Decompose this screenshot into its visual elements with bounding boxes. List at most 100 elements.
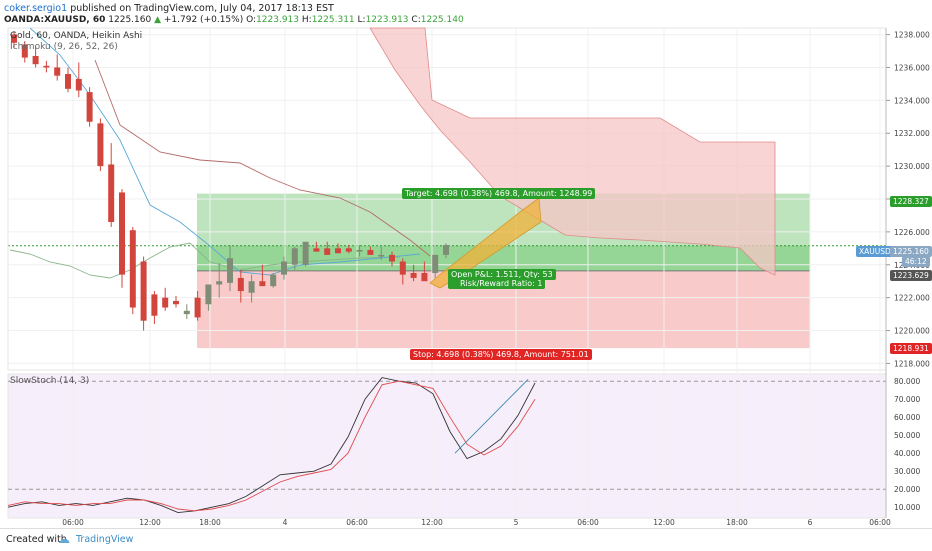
symbol-name: OANDA:XAUUSD, 60 xyxy=(4,15,106,25)
footer: Created with ☁ TradingView xyxy=(0,528,932,551)
candle-body xyxy=(291,248,298,265)
published-text: published on TradingView.com, July 04, 2… xyxy=(70,3,334,14)
last-price: 1225.160 xyxy=(108,15,152,25)
countdown-tag: 46:12 xyxy=(902,256,930,267)
candle-body xyxy=(183,310,190,315)
candle-body xyxy=(302,241,309,265)
x-tick-label: 06:00 xyxy=(62,518,84,527)
stoch-tick-label: 60.000 xyxy=(894,413,920,422)
candle-body xyxy=(97,123,104,167)
ichimoku-cloud xyxy=(369,27,776,276)
candle-body xyxy=(216,281,223,285)
stoch-d-line xyxy=(7,380,536,512)
candle-body xyxy=(410,272,417,278)
candle-body xyxy=(65,74,71,89)
projection-arrow xyxy=(429,197,542,289)
low-label: L: xyxy=(357,15,366,25)
candle-body xyxy=(43,65,50,68)
target-price-tag: 1228.327 xyxy=(890,196,932,207)
candle-body xyxy=(21,44,28,58)
y-tick-label: 1232.000 xyxy=(894,129,930,138)
candle-body xyxy=(378,254,385,257)
author-link[interactable]: coker.sergio1 xyxy=(4,3,68,14)
x-tick-label: 6 xyxy=(808,518,813,527)
y-tick-label: 1226.000 xyxy=(894,228,930,237)
symbol-line: OANDA:XAUUSD, 60 1225.160 ▲ +1.792 (+0.1… xyxy=(4,15,464,25)
candle-body xyxy=(108,164,115,223)
y-tick-label: 1236.000 xyxy=(894,63,930,72)
stoch-tick-label: 10.000 xyxy=(894,503,920,512)
publish-line: coker.sergio1 published on TradingView.c… xyxy=(4,3,334,14)
ichimoku-legend[interactable]: Ichimoku (9, 26, 52, 26) xyxy=(10,42,118,52)
y-tick-label: 1234.000 xyxy=(894,96,930,105)
kijun-line xyxy=(94,59,431,257)
stochastic-panel xyxy=(7,377,536,514)
x-tick-label: 06:00 xyxy=(577,518,599,527)
chikou-line xyxy=(9,242,401,279)
x-tick-label: 12:00 xyxy=(139,518,161,527)
candle-body xyxy=(399,261,406,275)
stoch-panel-frame xyxy=(7,373,887,519)
price-change: +1.792 (+0.15%) xyxy=(163,15,244,25)
candle-body xyxy=(421,272,428,282)
candle-body xyxy=(345,248,352,252)
candle-body xyxy=(11,34,17,43)
candle-body xyxy=(324,248,331,255)
projection-band xyxy=(429,197,542,289)
up-arrow-icon: ▲ xyxy=(154,15,162,25)
candle-body xyxy=(75,78,82,91)
stop-price-tag: 1218.931 xyxy=(890,343,932,354)
tradingview-brand[interactable]: TradingView xyxy=(76,534,134,545)
candle-body xyxy=(173,300,179,305)
stoch-projection-line xyxy=(454,379,529,454)
x-tick-label: 06:00 xyxy=(869,518,891,527)
candle-body xyxy=(248,281,255,293)
stoch-legend[interactable]: SlowStoch (14, 3) xyxy=(10,376,90,386)
candle-body xyxy=(259,281,266,287)
stoch-tick-label: 80.000 xyxy=(894,377,920,386)
stoch-k-line xyxy=(7,377,536,514)
risk-reward-label[interactable]: Risk/Reward Ratio: 1 xyxy=(448,278,546,289)
stoch-tick-label: 40.000 xyxy=(894,449,920,458)
candle-body xyxy=(86,92,93,122)
candle-body xyxy=(227,258,233,283)
stoch-tick-label: 20.000 xyxy=(894,485,920,494)
candle-body xyxy=(389,254,395,262)
stoch-tick-label: 30.000 xyxy=(894,467,920,476)
open-pnl-label[interactable]: Open P&L: 1.511, Qty: 53 xyxy=(448,269,556,280)
candle-body xyxy=(151,294,158,316)
candle-body xyxy=(129,230,136,308)
open-pnl-zone xyxy=(197,245,810,271)
close-value: 1225.140 xyxy=(420,15,464,25)
high-label: H: xyxy=(301,15,312,25)
entry-price-tag: 1223.629 xyxy=(890,270,932,281)
candle-body xyxy=(270,274,277,287)
candle-body xyxy=(443,245,449,255)
y-tick-label: 1230.000 xyxy=(894,162,930,171)
stoch-tick-label: 70.000 xyxy=(894,395,920,404)
x-tick-label: 18:00 xyxy=(199,518,221,527)
candles xyxy=(11,31,449,331)
candle-body xyxy=(194,297,201,318)
stoch-tick-label: 50.000 xyxy=(894,431,920,440)
high-value: 1225.311 xyxy=(311,15,355,25)
open-label: O: xyxy=(246,15,257,25)
candle-body xyxy=(54,67,61,76)
target-label[interactable]: Target: 4.698 (0.38%) 469.8, Amount: 124… xyxy=(402,188,596,199)
main-legend[interactable]: Gold, 60, OANDA, Heikin Ashi xyxy=(10,31,143,41)
candle-body xyxy=(237,277,244,292)
candle-body xyxy=(356,249,363,252)
candle-body xyxy=(32,55,39,65)
stop-label[interactable]: Stop: 4.698 (0.38%) 469.8, Amount: 751.0… xyxy=(410,349,592,360)
y-tick-label: 1238.000 xyxy=(894,31,930,40)
open-value: 1223.913 xyxy=(256,15,300,25)
chart-canvas[interactable]: 1218.0001220.0001222.0001224.0001226.000… xyxy=(0,0,932,528)
y-tick-label: 1222.000 xyxy=(894,294,930,303)
candle-body xyxy=(313,248,320,252)
candle-body xyxy=(281,261,287,275)
candle-body xyxy=(119,192,125,275)
candle-body xyxy=(140,261,147,321)
grid-lines xyxy=(7,27,887,519)
candle-body xyxy=(162,297,169,308)
low-value: 1223.913 xyxy=(365,15,409,25)
